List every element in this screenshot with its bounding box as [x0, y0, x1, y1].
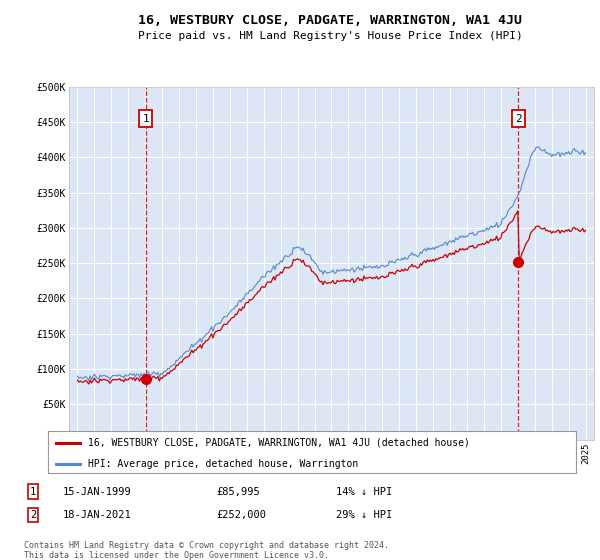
- Text: 29% ↓ HPI: 29% ↓ HPI: [336, 510, 392, 520]
- Text: £85,995: £85,995: [216, 487, 260, 497]
- Text: 2: 2: [30, 510, 36, 520]
- Text: 18-JAN-2021: 18-JAN-2021: [63, 510, 132, 520]
- Text: 2: 2: [515, 114, 522, 124]
- Text: 1: 1: [30, 487, 36, 497]
- Text: 15-JAN-1999: 15-JAN-1999: [63, 487, 132, 497]
- Text: Contains HM Land Registry data © Crown copyright and database right 2024.
This d: Contains HM Land Registry data © Crown c…: [24, 541, 389, 560]
- Text: 14% ↓ HPI: 14% ↓ HPI: [336, 487, 392, 497]
- Text: Price paid vs. HM Land Registry's House Price Index (HPI): Price paid vs. HM Land Registry's House …: [137, 31, 523, 41]
- Text: 16, WESTBURY CLOSE, PADGATE, WARRINGTON, WA1 4JU (detached house): 16, WESTBURY CLOSE, PADGATE, WARRINGTON,…: [88, 438, 469, 448]
- Text: 1: 1: [143, 114, 149, 124]
- Text: HPI: Average price, detached house, Warrington: HPI: Average price, detached house, Warr…: [88, 459, 358, 469]
- Text: 16, WESTBURY CLOSE, PADGATE, WARRINGTON, WA1 4JU: 16, WESTBURY CLOSE, PADGATE, WARRINGTON,…: [138, 14, 522, 27]
- Text: £252,000: £252,000: [216, 510, 266, 520]
